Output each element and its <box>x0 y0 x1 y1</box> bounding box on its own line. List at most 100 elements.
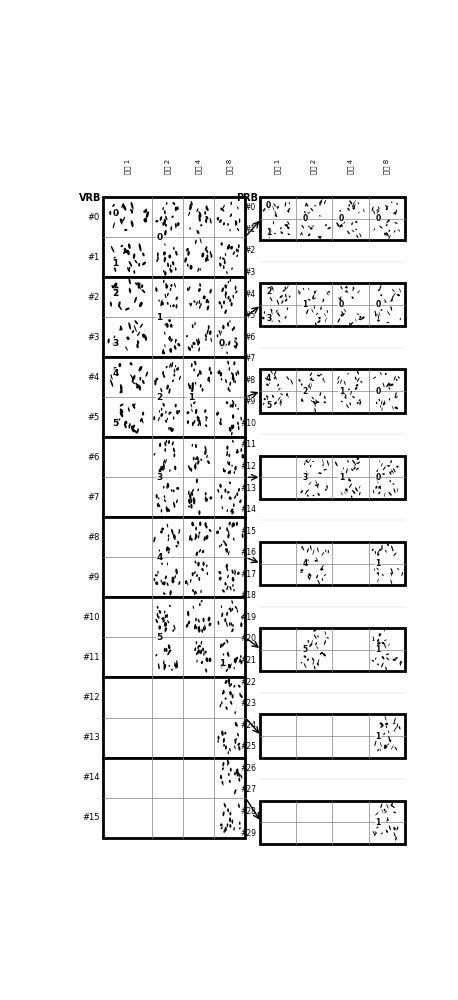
Ellipse shape <box>198 510 201 515</box>
Ellipse shape <box>267 231 270 234</box>
Ellipse shape <box>191 344 193 348</box>
Ellipse shape <box>113 222 115 229</box>
Ellipse shape <box>164 627 167 632</box>
Ellipse shape <box>357 402 359 404</box>
Text: 1: 1 <box>339 387 344 396</box>
Ellipse shape <box>219 422 222 425</box>
Ellipse shape <box>144 209 147 212</box>
Ellipse shape <box>358 202 359 204</box>
Ellipse shape <box>153 453 155 456</box>
Ellipse shape <box>317 547 319 552</box>
Ellipse shape <box>223 738 225 743</box>
Ellipse shape <box>176 206 179 210</box>
Ellipse shape <box>307 212 310 214</box>
Ellipse shape <box>206 299 208 303</box>
Text: #0: #0 <box>87 213 100 222</box>
Ellipse shape <box>345 488 348 493</box>
Ellipse shape <box>169 412 170 415</box>
Ellipse shape <box>305 459 307 462</box>
Ellipse shape <box>320 568 323 571</box>
Ellipse shape <box>387 219 389 223</box>
Ellipse shape <box>242 534 244 538</box>
Ellipse shape <box>164 610 165 614</box>
Ellipse shape <box>177 541 179 545</box>
Ellipse shape <box>373 636 374 640</box>
Ellipse shape <box>156 259 158 262</box>
Ellipse shape <box>131 202 134 209</box>
Ellipse shape <box>197 417 200 420</box>
Ellipse shape <box>138 263 140 267</box>
Ellipse shape <box>170 305 171 307</box>
Ellipse shape <box>206 657 208 662</box>
Ellipse shape <box>143 218 147 223</box>
Ellipse shape <box>170 323 173 328</box>
Ellipse shape <box>338 376 339 380</box>
Ellipse shape <box>306 460 309 463</box>
Ellipse shape <box>164 219 166 223</box>
Ellipse shape <box>307 659 309 661</box>
Ellipse shape <box>163 459 165 464</box>
Ellipse shape <box>178 581 180 585</box>
Ellipse shape <box>158 666 160 669</box>
Ellipse shape <box>228 530 229 535</box>
Text: 0: 0 <box>339 300 344 309</box>
Ellipse shape <box>314 403 316 407</box>
Ellipse shape <box>165 411 167 414</box>
Ellipse shape <box>207 207 209 211</box>
Ellipse shape <box>198 288 200 292</box>
Ellipse shape <box>188 505 190 508</box>
Ellipse shape <box>387 543 389 546</box>
Ellipse shape <box>234 711 236 714</box>
Ellipse shape <box>120 408 123 413</box>
Ellipse shape <box>167 483 169 488</box>
Ellipse shape <box>142 412 144 416</box>
Ellipse shape <box>270 286 273 289</box>
Ellipse shape <box>229 367 230 371</box>
Ellipse shape <box>227 322 229 327</box>
Ellipse shape <box>129 423 131 429</box>
Ellipse shape <box>159 549 160 552</box>
Text: 0: 0 <box>157 233 163 242</box>
Ellipse shape <box>224 642 225 645</box>
Ellipse shape <box>160 303 162 306</box>
Ellipse shape <box>176 368 178 371</box>
Text: #14: #14 <box>240 505 256 514</box>
Ellipse shape <box>191 538 193 541</box>
Ellipse shape <box>322 578 323 581</box>
Ellipse shape <box>286 224 288 226</box>
Ellipse shape <box>114 265 116 272</box>
Ellipse shape <box>318 472 322 474</box>
Ellipse shape <box>113 367 116 371</box>
Ellipse shape <box>133 429 138 434</box>
Ellipse shape <box>373 228 375 231</box>
Ellipse shape <box>235 223 236 226</box>
Ellipse shape <box>355 229 357 230</box>
Ellipse shape <box>191 387 194 392</box>
Ellipse shape <box>345 489 348 491</box>
Ellipse shape <box>219 526 221 530</box>
Ellipse shape <box>163 280 164 283</box>
Ellipse shape <box>220 664 223 669</box>
Ellipse shape <box>220 823 223 826</box>
Ellipse shape <box>224 732 226 735</box>
Ellipse shape <box>205 416 208 419</box>
Ellipse shape <box>234 495 236 499</box>
Ellipse shape <box>191 572 194 576</box>
Ellipse shape <box>377 639 379 642</box>
Ellipse shape <box>204 450 207 455</box>
Ellipse shape <box>221 378 222 381</box>
Ellipse shape <box>391 306 392 310</box>
Ellipse shape <box>173 489 174 493</box>
Ellipse shape <box>165 420 167 423</box>
Ellipse shape <box>397 826 398 830</box>
Ellipse shape <box>207 377 210 381</box>
Ellipse shape <box>205 498 208 502</box>
Ellipse shape <box>206 216 208 219</box>
Ellipse shape <box>268 208 270 210</box>
Ellipse shape <box>176 660 178 665</box>
Ellipse shape <box>317 320 321 323</box>
Ellipse shape <box>239 500 241 503</box>
Ellipse shape <box>222 643 224 647</box>
Ellipse shape <box>194 591 196 595</box>
Text: #4: #4 <box>245 290 256 299</box>
